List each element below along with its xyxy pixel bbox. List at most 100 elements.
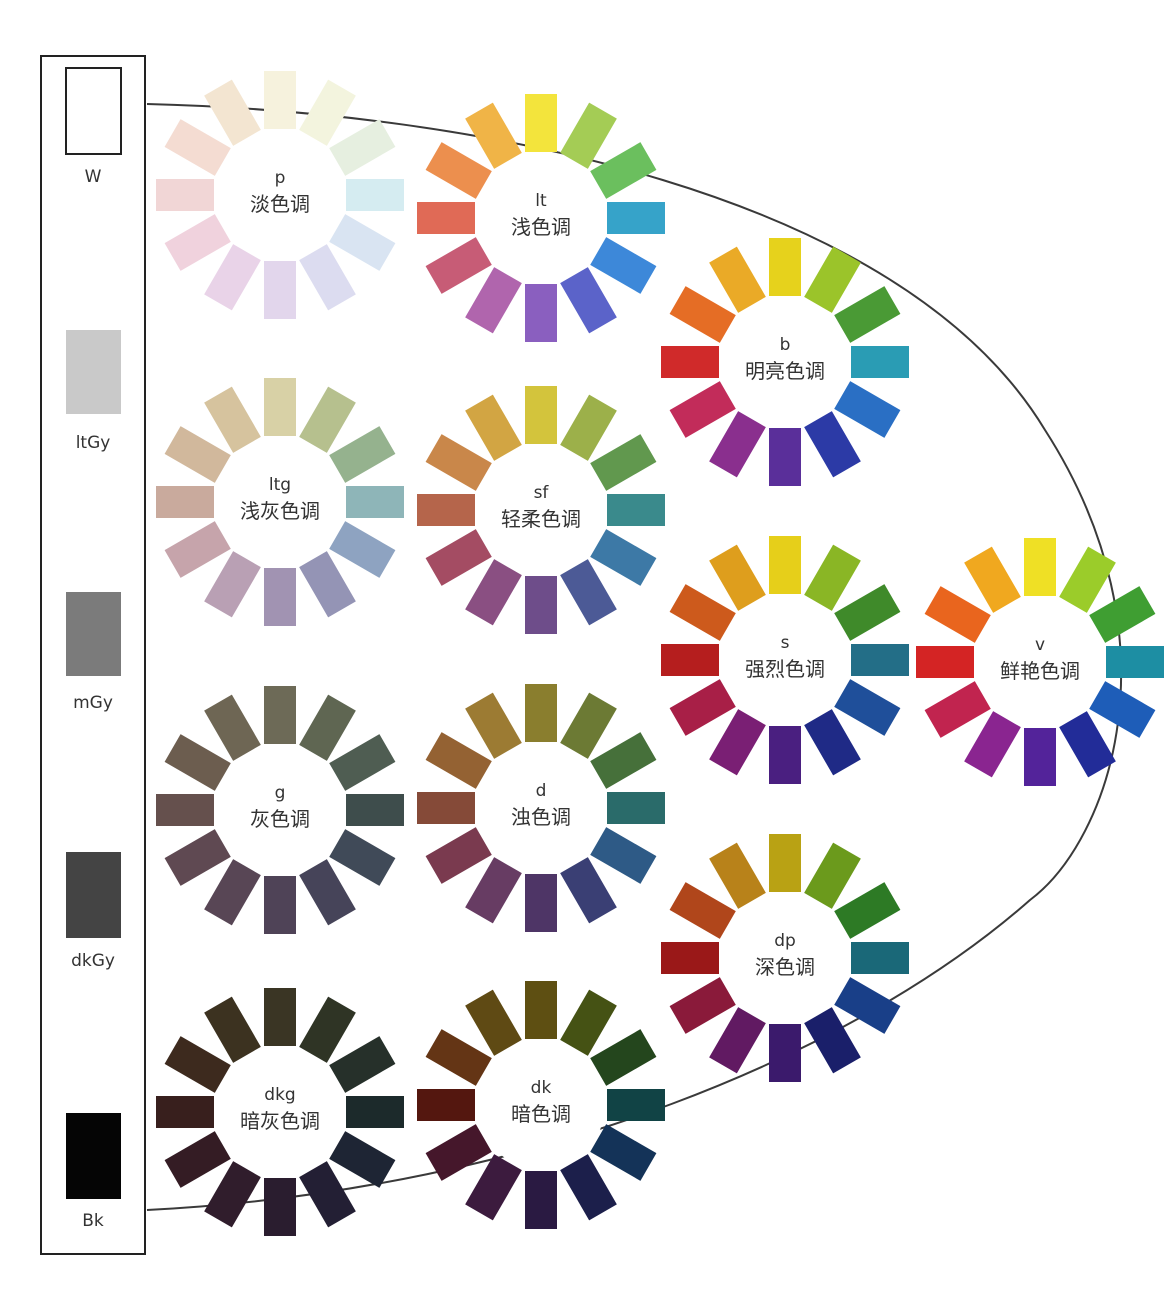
hue-swatch: [964, 711, 1021, 778]
hue-swatch: [590, 827, 657, 884]
tone-wheel-p: p 淡色调: [156, 71, 404, 319]
hue-swatch: [465, 857, 522, 924]
tone-wheel-dk: dk 暗色调: [417, 981, 665, 1229]
hue-swatch: [560, 857, 617, 924]
grayscale-chip: [66, 592, 121, 676]
hue-swatch: [590, 1029, 657, 1086]
hue-swatch: [164, 521, 231, 578]
wheel-center: [477, 1041, 605, 1169]
hue-swatch: [299, 79, 356, 146]
tone-name: 深色调: [755, 955, 815, 979]
tone-name: 浅灰色调: [240, 499, 320, 523]
hue-swatch: [769, 428, 801, 486]
wheel-center: [721, 298, 849, 426]
hue-swatch: [204, 1161, 261, 1228]
hue-swatch: [264, 568, 296, 626]
tone-wheel-lt: lt 浅色调: [417, 94, 665, 342]
hue-swatch: [299, 244, 356, 311]
hue-swatch: [417, 494, 475, 526]
hue-swatch: [264, 876, 296, 934]
hue-swatch: [465, 267, 522, 334]
hue-swatch: [669, 584, 736, 641]
hue-swatch: [425, 732, 492, 789]
hue-swatch: [834, 584, 901, 641]
hue-swatch: [525, 386, 557, 444]
grayscale-chip: [65, 67, 122, 155]
hue-swatch: [156, 179, 214, 211]
hue-swatch: [425, 529, 492, 586]
hue-swatch: [425, 434, 492, 491]
hue-swatch: [346, 486, 404, 518]
wheel-center: [216, 131, 344, 259]
hue-swatch: [525, 981, 557, 1039]
hue-swatch: [465, 559, 522, 626]
hue-swatch: [661, 644, 719, 676]
hue-swatch: [525, 684, 557, 742]
hue-swatch: [590, 1124, 657, 1181]
hue-swatch: [804, 842, 861, 909]
hue-swatch: [525, 284, 557, 342]
wheel-center: [216, 438, 344, 566]
hue-swatch: [264, 71, 296, 129]
hue-swatch: [164, 734, 231, 791]
hue-swatch: [299, 386, 356, 453]
grayscale-swatch-ltgy: ltGy: [66, 330, 121, 453]
hue-swatch: [204, 694, 261, 761]
tone-wheel-ltg: ltg 浅灰色调: [156, 378, 404, 626]
hue-swatch: [1024, 538, 1056, 596]
hue-swatch: [465, 692, 522, 759]
hue-swatch: [590, 529, 657, 586]
hue-swatch: [425, 1124, 492, 1181]
hue-swatch: [329, 829, 396, 886]
tone-code: d: [536, 781, 547, 801]
grayscale-swatch-w: W: [65, 67, 122, 187]
tone-name: 浅色调: [511, 215, 571, 239]
grayscale-swatch-bk: Bk: [66, 1113, 121, 1231]
hue-swatch: [1089, 681, 1156, 738]
tone-wheel-g: g 灰色调: [156, 686, 404, 934]
hue-swatch: [346, 1096, 404, 1128]
hue-swatch: [417, 202, 475, 234]
tone-name: 强烈色调: [745, 657, 825, 681]
hue-swatch: [590, 237, 657, 294]
hue-swatch: [661, 942, 719, 974]
hue-swatch: [1059, 546, 1116, 613]
wheel-center: [216, 746, 344, 874]
tone-name: 浊色调: [511, 805, 571, 829]
hue-swatch: [329, 734, 396, 791]
tone-code: b: [780, 335, 791, 355]
hue-swatch: [916, 646, 974, 678]
hue-swatch: [661, 346, 719, 378]
tone-name: 明亮色调: [745, 359, 825, 383]
hue-swatch: [525, 1171, 557, 1229]
hue-swatch: [425, 827, 492, 884]
hue-swatch: [465, 989, 522, 1056]
hue-swatch: [560, 692, 617, 759]
tone-name: 暗灰色调: [240, 1109, 320, 1133]
hue-swatch: [299, 996, 356, 1063]
hue-swatch: [560, 989, 617, 1056]
grayscale-chip: [66, 1113, 121, 1199]
hue-swatch: [769, 536, 801, 594]
grayscale-label: mGy: [73, 693, 113, 713]
hue-swatch: [204, 79, 261, 146]
wheel-center: [721, 596, 849, 724]
hue-swatch: [560, 559, 617, 626]
hue-swatch: [804, 1007, 861, 1074]
hue-swatch: [164, 426, 231, 483]
hue-swatch: [590, 142, 657, 199]
hue-swatch: [425, 237, 492, 294]
hue-swatch: [425, 142, 492, 199]
hue-swatch: [264, 988, 296, 1046]
hue-swatch: [264, 686, 296, 744]
hue-swatch: [769, 726, 801, 784]
hue-swatch: [669, 381, 736, 438]
hue-swatch: [804, 709, 861, 776]
hue-swatch: [560, 267, 617, 334]
hue-swatch: [299, 551, 356, 618]
tone-name: 淡色调: [250, 192, 310, 216]
hue-swatch: [590, 434, 657, 491]
grayscale-label: W: [85, 167, 102, 187]
hue-swatch: [1059, 711, 1116, 778]
